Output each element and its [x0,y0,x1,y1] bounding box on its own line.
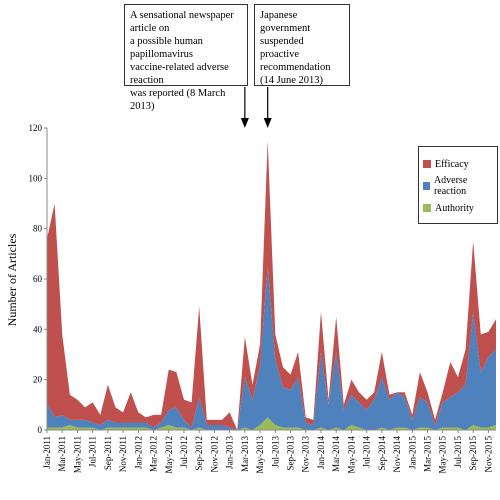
x-tick-label: May-2014 [346,436,356,474]
legend: Efficacy Adverse reaction Authority [418,146,498,224]
annotation-newspaper-article: A sensational newspaper article on a pos… [124,4,248,112]
x-tick-label: Jul-2015 [453,436,463,468]
x-tick-label: May-2011 [72,436,82,473]
y-ticks: 0 20 40 60 80 100 120 [29,123,47,435]
x-tick-label: Mar-2015 [423,436,433,472]
area-adverse-reaction [47,266,496,430]
area-efficacy [47,140,496,431]
annotation-arrow-head [263,118,272,128]
x-tick-label: Jul-2013 [270,436,280,468]
x-tick-label: Jan-2011 [42,436,52,469]
y-tick-label: 100 [29,173,43,183]
y-tick-label: 80 [33,224,43,234]
x-tick-label: Nov-2015 [483,436,493,473]
x-tick-label: Nov-2014 [392,436,402,473]
legend-item-authority: Authority [423,197,493,219]
y-tick-label: 120 [29,123,43,133]
x-tick-label: Jul-2012 [179,436,189,468]
x-tick-label: May-2012 [164,436,174,474]
legend-item-adverse-reaction: Adverse reaction [423,175,493,197]
x-tick-label: Jan-2015 [407,436,417,469]
annotation-arrows [240,87,272,128]
x-tick-label: Mar-2011 [57,436,67,471]
x-tick-label: Sep-2011 [103,436,113,470]
x-tick-label: Jan-2014 [316,436,326,469]
legend-swatch-efficacy [423,160,431,168]
legend-swatch-authority [423,204,431,212]
legend-item-efficacy: Efficacy [423,153,493,175]
y-axis-label: Number of Articles [5,233,19,326]
x-tick-label: Jan-2012 [133,436,143,469]
y-tick-label: 0 [38,425,43,435]
y-tick-label: 40 [33,324,43,334]
x-tick-label: Jul-2014 [362,436,372,468]
x-tick-label: Nov-2011 [118,436,128,472]
x-tick-label: Jul-2011 [88,436,98,467]
x-tick-label: Mar-2012 [149,436,159,472]
x-tick-label: Mar-2014 [331,436,341,472]
annotation-arrow-head [240,118,249,128]
x-tick-label: Sep-2012 [194,436,204,471]
x-tick-label: May-2013 [255,436,265,474]
y-tick-label: 60 [33,274,43,284]
legend-swatch-adverse-reaction [423,182,430,190]
x-tick-label: Nov-2013 [301,436,311,473]
x-tick-label: Sep-2015 [468,436,478,471]
legend-label-efficacy: Efficacy [435,158,469,170]
x-tick-label: May-2015 [438,436,448,474]
x-tick-label: Sep-2014 [377,436,387,471]
y-tick-label: 20 [33,375,43,385]
area-authority [47,417,496,430]
x-tick-label: Sep-2013 [286,436,296,471]
x-ticks: Jan-2011 Mar-2011 May-2011 Jul-2011 Sep-2011… [42,430,493,474]
plot-areas [47,140,496,431]
legend-label-authority: Authority [435,202,474,214]
x-tick-label: Jan-2013 [225,436,235,469]
annotation-government-suspension: Japanese government suspended proactive … [254,4,350,86]
x-tick-label: Nov-2012 [209,436,219,473]
legend-label-adverse-reaction: Adverse reaction [433,175,468,197]
x-tick-label: Mar-2013 [240,436,250,472]
